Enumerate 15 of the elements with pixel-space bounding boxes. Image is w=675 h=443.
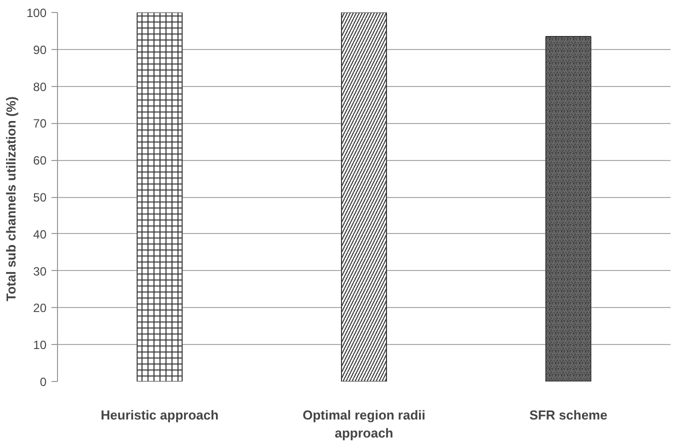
y-tick-label: 60 xyxy=(33,154,47,168)
y-tick-label: 40 xyxy=(33,227,47,242)
y-axis-title: Total sub channels utilization (%) xyxy=(3,96,18,302)
y-tick-label: 30 xyxy=(33,264,47,278)
x-tick-label: SFR scheme xyxy=(529,408,608,422)
y-tick-label: 0 xyxy=(40,375,47,389)
y-tick-label: 50 xyxy=(33,190,47,204)
y-tick-label: 20 xyxy=(33,301,47,316)
y-tick-label: 100 xyxy=(26,6,47,20)
y-tick-label: 90 xyxy=(33,42,47,57)
y-tick-label: 80 xyxy=(33,80,47,94)
x-tick-label: Heuristic approach xyxy=(100,408,219,422)
y-tick-label: 70 xyxy=(33,116,47,131)
y-tick-label: 10 xyxy=(33,338,47,352)
x-tick-label: Optimal region radii approach xyxy=(302,408,426,440)
